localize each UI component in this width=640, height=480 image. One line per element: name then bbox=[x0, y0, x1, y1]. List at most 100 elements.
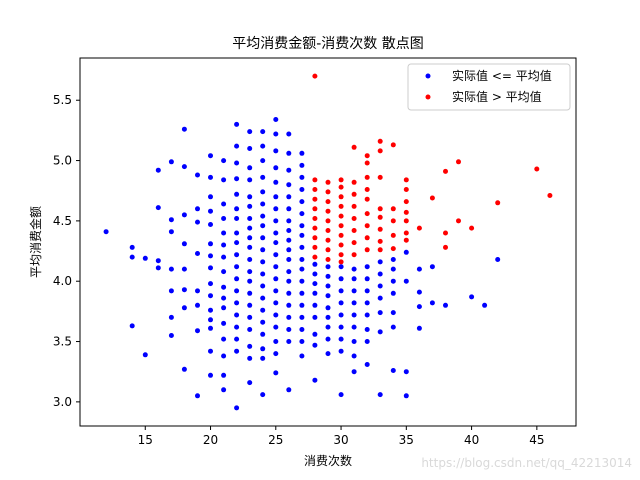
scatter-point bbox=[286, 167, 292, 173]
scatter-point bbox=[416, 266, 422, 272]
plot-frame bbox=[79, 57, 577, 427]
legend: 实际值 <= 平均值 实际值 > 平均值 bbox=[407, 63, 571, 111]
scatter-point bbox=[208, 317, 213, 323]
scatter-point bbox=[273, 288, 279, 294]
scatter-point bbox=[286, 131, 292, 137]
series-above-average bbox=[312, 73, 553, 265]
scatter-point bbox=[416, 325, 422, 331]
scatter-point bbox=[403, 278, 409, 284]
scatter-point bbox=[273, 351, 279, 357]
scatter-point bbox=[482, 302, 488, 308]
scatter-point bbox=[247, 257, 253, 262]
scatter-point bbox=[338, 276, 344, 282]
scatter-point bbox=[325, 179, 331, 185]
scatter-point bbox=[312, 271, 318, 277]
scatter-point bbox=[181, 266, 187, 272]
scatter-point bbox=[403, 187, 409, 192]
scatter-point bbox=[364, 211, 370, 217]
scatter-point bbox=[208, 208, 213, 214]
scatter-point bbox=[299, 302, 305, 308]
scatter-point bbox=[247, 290, 253, 296]
scatter-point bbox=[286, 218, 292, 224]
scatter-point bbox=[299, 339, 305, 344]
scatter-point bbox=[155, 167, 161, 173]
scatter-point bbox=[286, 387, 292, 393]
scatter-point bbox=[260, 129, 266, 135]
legend-box bbox=[407, 63, 571, 111]
scatter-point bbox=[260, 201, 266, 207]
scatter-point bbox=[325, 228, 331, 233]
scatter-point bbox=[181, 287, 187, 293]
scatter-point bbox=[195, 328, 200, 334]
y-tick-label: 5.0 bbox=[53, 154, 72, 168]
scatter-point bbox=[338, 242, 344, 248]
scatter-point bbox=[273, 230, 279, 236]
scatter-point bbox=[286, 228, 292, 233]
scatter-point bbox=[403, 177, 409, 183]
scatter-point bbox=[390, 278, 396, 284]
scatter-point bbox=[247, 327, 253, 332]
scatter-point bbox=[155, 258, 161, 264]
scatter-point bbox=[325, 257, 331, 262]
scatter-point bbox=[443, 168, 448, 174]
scatter-point bbox=[338, 252, 344, 258]
scatter-point bbox=[364, 264, 370, 270]
scatter-point bbox=[364, 223, 370, 229]
scatter-point bbox=[312, 196, 318, 202]
scatter-point bbox=[221, 158, 227, 164]
scatter-point bbox=[273, 276, 279, 282]
scatter-point bbox=[338, 264, 344, 270]
scatter-point bbox=[286, 247, 292, 253]
scatter-point bbox=[221, 177, 227, 183]
scatter-point bbox=[377, 271, 383, 277]
scatter-point bbox=[221, 269, 227, 275]
x-axis-ticks: 15 20 25 30 35 40 45 bbox=[138, 426, 544, 447]
scatter-point bbox=[312, 244, 318, 250]
scatter-point bbox=[234, 348, 240, 354]
x-tick-label: 15 bbox=[138, 433, 153, 447]
scatter-point bbox=[377, 283, 383, 289]
scatter-point bbox=[299, 278, 305, 284]
scatter-point bbox=[377, 392, 383, 398]
scatter-point bbox=[390, 142, 396, 148]
scatter-point bbox=[312, 377, 318, 383]
scatter-point bbox=[273, 206, 279, 212]
scatter-point bbox=[195, 251, 200, 256]
scatter-point bbox=[325, 305, 331, 311]
scatter-point bbox=[429, 264, 435, 270]
scatter-point bbox=[221, 387, 227, 393]
scatter-point bbox=[260, 307, 266, 313]
scatter-point bbox=[299, 187, 305, 192]
scatter-point bbox=[273, 165, 279, 171]
scatter-point bbox=[351, 179, 357, 185]
scatter-point bbox=[247, 177, 253, 183]
scatter-point bbox=[377, 206, 383, 212]
scatter-point bbox=[299, 257, 305, 262]
scatter-point bbox=[351, 369, 357, 375]
scatter-point bbox=[260, 158, 266, 164]
scatter-point bbox=[325, 247, 331, 253]
scatter-point bbox=[260, 295, 266, 301]
scatter-point bbox=[377, 259, 383, 265]
scatter-point bbox=[273, 252, 279, 258]
scatter-point bbox=[351, 353, 357, 359]
scatter-point bbox=[377, 138, 383, 144]
scatter-point bbox=[181, 366, 187, 372]
scatter-point bbox=[260, 346, 266, 352]
scatter-point bbox=[299, 150, 305, 156]
scatter-point bbox=[286, 182, 292, 188]
scatter-point bbox=[390, 232, 396, 238]
scatter-point bbox=[247, 146, 253, 151]
scatter-point bbox=[273, 148, 279, 154]
scatter-point bbox=[286, 339, 292, 344]
chart-title: 平均消费金额-消费次数 散点图 bbox=[232, 36, 424, 52]
scatter-point bbox=[364, 288, 370, 294]
scatter-point bbox=[456, 218, 461, 224]
scatter-point bbox=[208, 265, 213, 271]
scatter-point bbox=[299, 223, 305, 229]
scatter-point bbox=[234, 160, 240, 166]
scatter-point bbox=[416, 225, 422, 231]
scatter-point bbox=[338, 324, 344, 330]
scatter-point bbox=[260, 271, 266, 277]
y-tick-label: 3.0 bbox=[53, 395, 72, 409]
